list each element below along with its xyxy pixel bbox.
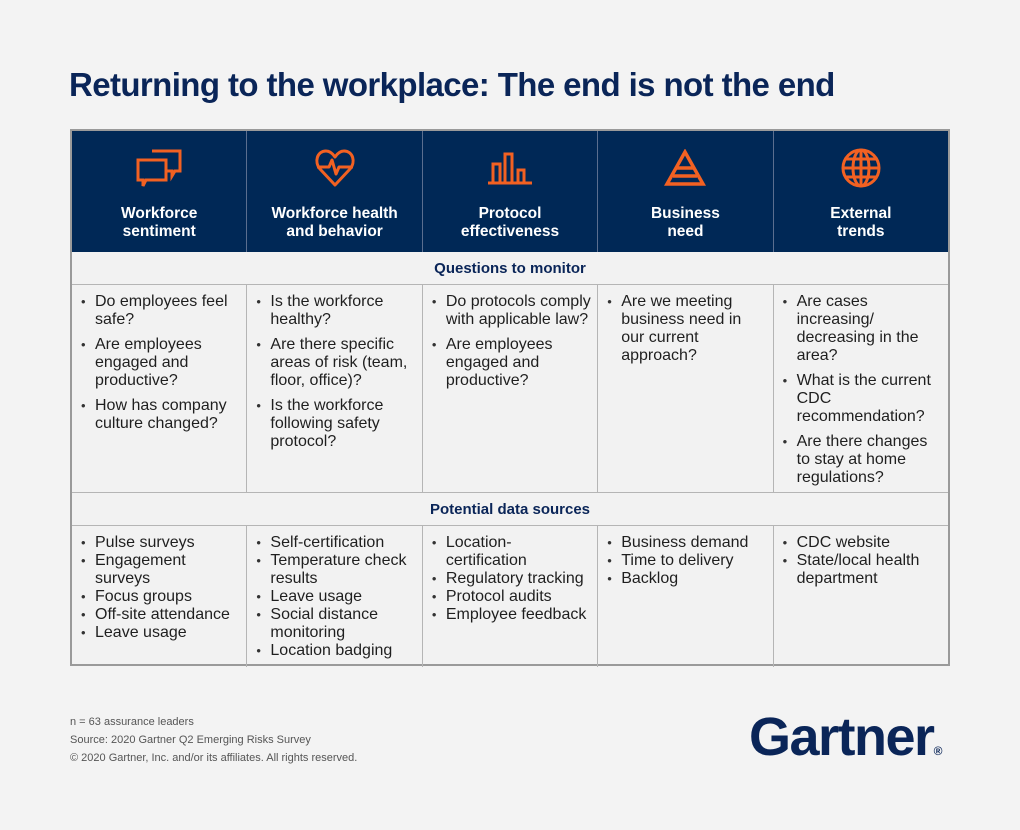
list-item: Engagement surveys [80,552,240,588]
registered-mark: ® [933,744,943,758]
list-item: Pulse surveys [80,534,240,552]
data-sources-cell: CDC website State/local health departmen… [774,526,948,667]
list-item: Employee feedback [431,606,591,624]
list-item: Self-certification [255,534,415,552]
list-item: Backlog [606,570,766,588]
pyramid-icon [664,148,707,188]
copyright-note: © 2020 Gartner, Inc. and/or its affiliat… [70,752,358,764]
column-label: Workforce health and behavior [271,205,398,240]
list-item: Are cases increasing/ decreasing in the … [782,293,942,365]
globe-icon [840,148,882,188]
list-item: What is the current CDC recommendation? [782,372,942,426]
list-item: Location-certification [431,534,591,570]
questions-cell: Are we meeting business need in our curr… [598,285,774,492]
framework-table: Workforce sentiment Workforce health and… [70,129,950,667]
list-item: Are there changes to stay at home regula… [782,433,942,487]
list-item: Social distance monitoring [255,606,415,642]
heart-pulse-icon [314,148,356,188]
sample-size-note: n = 63 assurance leaders [70,716,194,728]
data-sources-cell: Pulse surveys Engagement surveys Focus g… [72,526,248,667]
questions-cell: Do protocols comply with applicable law?… [423,285,599,492]
data-sources-row: Pulse surveys Engagement surveys Focus g… [72,526,948,667]
column-label: Workforce sentiment [121,205,198,240]
list-item: Protocol audits [431,588,591,606]
data-sources-cell: Self-certification Temperature check res… [247,526,423,667]
column-header-protocol-effectiveness: Protocol effectiveness [423,131,599,252]
column-label: Business need [650,205,720,240]
bar-chart-icon [487,148,533,188]
source-note: Source: 2020 Gartner Q2 Emerging Risks S… [70,734,311,746]
column-header-business-need: Business need [598,131,774,252]
list-item: Leave usage [255,588,415,606]
list-item: Are employees engaged and productive? [80,336,240,390]
list-item: Temperature check results [255,552,415,588]
section-title-data-sources: Potential data sources [72,493,948,526]
column-header-workforce-health: Workforce health and behavior [247,131,423,252]
section-title-questions: Questions to monitor [72,252,948,285]
list-item: Are we meeting business need in our curr… [606,293,766,365]
list-item: Do protocols comply with applicable law? [431,293,591,329]
column-label: Protocol effectiveness [460,205,560,240]
page-title: Returning to the workplace: The end is n… [69,66,835,103]
list-item: Regulatory tracking [431,570,591,588]
data-sources-cell: Business demand Time to delivery Backlog [598,526,774,667]
list-item: Off-site attendance [80,606,240,624]
list-item: Focus groups [80,588,240,606]
questions-cell: Are cases increasing/ decreasing in the … [774,285,948,492]
list-item: State/local health department [782,552,942,588]
column-label: External trends [830,205,892,240]
list-item: Are employees engaged and productive? [431,336,591,390]
data-sources-cell: Location-certification Regulatory tracki… [423,526,599,667]
list-item: Time to delivery [606,552,766,570]
questions-row: Do employees feel safe? Are employees en… [72,285,948,493]
list-item: Is the workforce following safety protoc… [255,397,415,451]
list-item: How has company culture changed? [80,397,240,433]
list-item: Are there specific areas of risk (team, … [255,336,415,390]
column-header-row: Workforce sentiment Workforce health and… [72,131,948,252]
list-item: Do employees feel safe? [80,293,240,329]
column-header-external-trends: External trends [774,131,948,252]
list-item: Leave usage [80,624,240,642]
gartner-logo: Gartner® [749,706,942,768]
list-item: Is the workforce healthy? [255,293,415,329]
chat-bubbles-icon [135,148,183,188]
footnotes: n = 63 assurance leaders Source: 2020 Ga… [70,713,357,767]
list-item: CDC website [782,534,942,552]
questions-cell: Is the workforce healthy? Are there spec… [247,285,423,492]
logo-text: Gartner [749,707,935,767]
list-item: Business demand [606,534,766,552]
column-header-workforce-sentiment: Workforce sentiment [72,131,248,252]
list-item: Location badging [255,642,415,660]
questions-cell: Do employees feel safe? Are employees en… [72,285,248,492]
